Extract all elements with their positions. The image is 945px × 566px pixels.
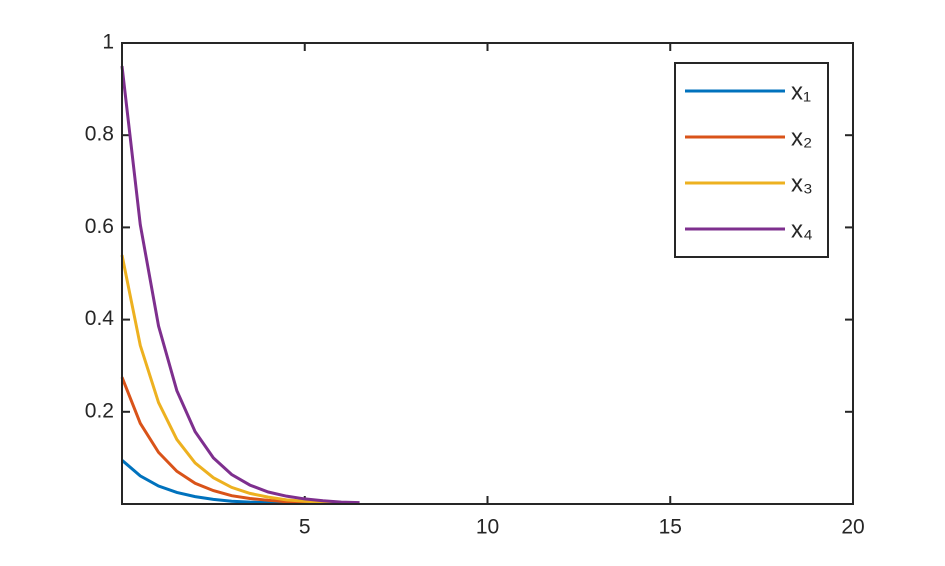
y-tick-label: 0.8 [85,123,114,146]
legend: x₁ x₂ x₃ x₄ [674,62,829,258]
x-tick-label: 10 [476,516,499,539]
y-tick-label: 1 [102,31,114,54]
data-line [120,254,342,505]
data-line [120,65,360,505]
y-tick-label: 0.4 [85,307,115,330]
y-tick-label: 0.6 [85,215,114,238]
x-tick-label: 15 [659,516,682,539]
legend-label: x₁ [791,78,811,105]
legend-label: x₄ [791,216,813,243]
x-tick-label: 20 [841,516,864,539]
legend-box [674,62,829,258]
x-tick-label: 5 [299,516,311,539]
data-line [121,459,287,505]
legend-label: x₃ [791,170,813,197]
y-tick-label: 0.2 [85,399,114,422]
data-line [120,376,324,505]
legend-label: x₂ [791,124,812,151]
axes-box [121,42,854,505]
